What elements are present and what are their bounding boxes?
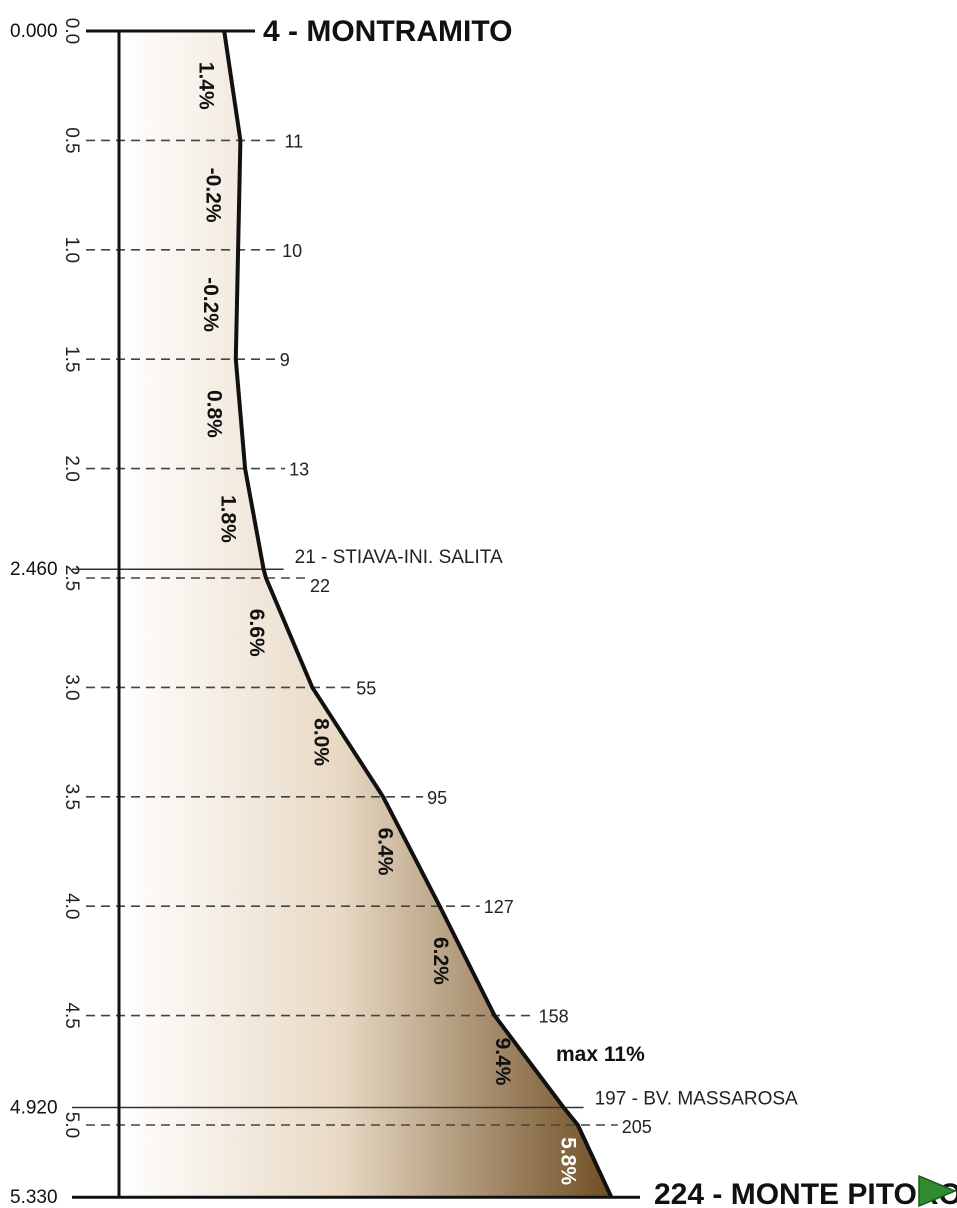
- gradient-label: 6.4%: [373, 828, 396, 876]
- km-value-label: 5.330: [10, 1187, 58, 1208]
- max-gradient-annotation: max 11%: [556, 1043, 645, 1066]
- x-tick-label: 4.0: [61, 893, 82, 919]
- gradient-label: 9.4%: [491, 1038, 514, 1086]
- profile-area: [119, 31, 612, 1198]
- profile-fill-layer: [119, 31, 612, 1198]
- waypoint-label: 21 - STIAVA-INI. SALITA: [295, 547, 503, 568]
- x-tick-label: 0.5: [61, 127, 82, 153]
- gradient-label: 1.4%: [194, 62, 217, 110]
- x-tick-label: 1.0: [61, 237, 82, 263]
- x-tick-label: 1.5: [61, 346, 82, 372]
- x-tick-label: 3.0: [61, 674, 82, 700]
- elevation-marker-label: 10: [282, 241, 302, 261]
- elevation-marker-label: 95: [427, 788, 447, 808]
- elevation-marker-label: 205: [622, 1117, 652, 1137]
- x-tick-label: 0.0: [61, 18, 82, 44]
- gradient-label: 1.8%: [216, 495, 239, 543]
- gradient-label: 5.8%: [557, 1137, 580, 1185]
- gradient-label: 8.0%: [310, 718, 333, 766]
- km-value-label: 4.920: [10, 1097, 58, 1118]
- elevation-marker-label: 11: [284, 131, 303, 151]
- elevation-marker-label: 55: [356, 678, 376, 698]
- km-value-label: 2.460: [10, 559, 58, 580]
- x-tick-label: 3.5: [61, 784, 82, 810]
- gradient-label: 6.6%: [245, 609, 268, 657]
- x-tick-label: 4.5: [61, 1002, 82, 1028]
- gradient-label: 6.2%: [429, 937, 452, 985]
- end-location-label: 224 - MONTE PITORO: [654, 1178, 957, 1208]
- gradient-label: -0.2%: [199, 277, 222, 332]
- profile-line-layer: [222, 30, 614, 1199]
- elevation-marker-label: 9: [280, 350, 290, 370]
- elevation-marker-label: 127: [484, 897, 514, 917]
- waypoint-label: 197 - BV. MASSAROSA: [595, 1088, 798, 1109]
- x-tick-label: 2.5: [61, 565, 82, 591]
- gradient-label: 0.8%: [202, 390, 225, 438]
- elevation-line: [222, 30, 614, 1199]
- start-location-label: 4 - MONTRAMITO: [263, 15, 512, 48]
- km-grid-layer: [72, 29, 640, 1199]
- elevation-marker-label: 22: [310, 576, 330, 596]
- label-layer: 0.0 0.5 1.0 1.5 2.0 2.5 3.0 3.5 4.0 4.5 5.0 0.000 2.…: [10, 18, 798, 1208]
- finish-flag-icon: [918, 1174, 957, 1208]
- x-tick-label: 5.0: [61, 1112, 82, 1138]
- km-value-label: 0.000: [10, 21, 58, 42]
- x-tick-label: 2.0: [61, 455, 82, 481]
- elevation-marker-label: 158: [539, 1007, 569, 1027]
- elevation-marker-label: 13: [289, 460, 309, 480]
- gradient-label: -0.2%: [201, 168, 224, 223]
